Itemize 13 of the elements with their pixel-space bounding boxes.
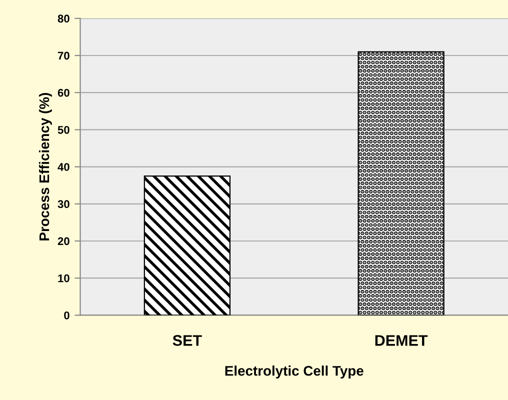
y-tick-label: 60 <box>58 88 70 97</box>
y-tick-label: 70 <box>58 52 70 60</box>
y-axis-title: Process Efficiency (%) <box>38 92 52 240</box>
y-tick-label: 20 <box>58 237 70 246</box>
x-axis-title: Electrolytic Cell Type <box>225 366 364 378</box>
y-tick-label: 0 <box>64 311 70 320</box>
y-tick-label: 40 <box>58 163 70 171</box>
y-tick-label: 10 <box>58 274 70 282</box>
x-tick-label: SET <box>172 335 202 346</box>
y-tick-label: 50 <box>58 126 70 134</box>
x-tick-label: DEMET <box>375 335 428 346</box>
y-tick-label: 30 <box>58 200 70 208</box>
y-tick-label: 80 <box>58 14 70 23</box>
